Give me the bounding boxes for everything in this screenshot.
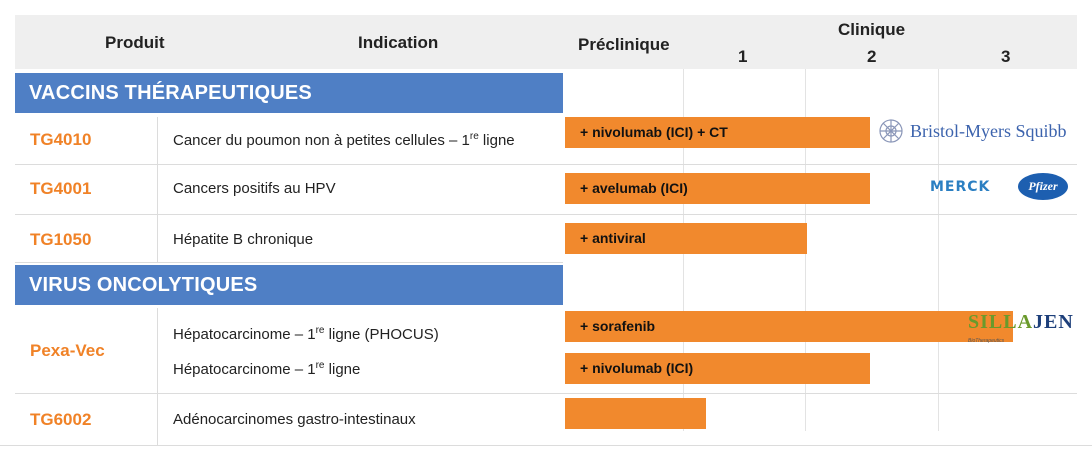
product-tg1050: TG1050: [30, 230, 92, 249]
row-separator: [15, 164, 1077, 165]
bar-pexa-vec-sorafenib: + sorafenib: [565, 311, 1013, 342]
product-tg6002: TG6002: [30, 410, 92, 429]
section-vaccins: VACCINS THÉRAPEUTIQUES: [15, 73, 563, 113]
row-separator: [15, 214, 1077, 215]
header-phase-3: 3: [1001, 47, 1011, 66]
indication-tg1050: Hépatite B chronique: [173, 231, 314, 248]
column-separator: [157, 308, 158, 445]
bar-tg6002: [565, 398, 706, 429]
product-tg4010: TG4010: [30, 130, 92, 149]
sillajen-wordmark-b: JEN: [1033, 311, 1074, 333]
indication-tg4001: Cancers positifs au HPV: [173, 180, 336, 197]
logo-sillajen: SILLAJEN BioTherapeutics: [968, 312, 1074, 351]
header-clinique: Clinique: [838, 20, 906, 39]
product-tg4001: TG4001: [30, 179, 92, 198]
logo-bms: Bristol-Myers Squibb: [878, 118, 1067, 144]
table-bottom-border: [0, 445, 1092, 446]
header-phase-1: 1: [738, 47, 748, 66]
indication-tg6002: Adénocarcinomes gastro-intestinaux: [173, 411, 416, 428]
logo-merck: MERCK: [930, 179, 991, 195]
header-preclinique: Préclinique: [578, 35, 670, 54]
sillajen-wordmark-a: SILLA: [968, 311, 1034, 333]
column-separator: [157, 117, 158, 262]
bar-tg4010: + nivolumab (ICI) + CT: [565, 117, 870, 148]
row-separator: [15, 393, 1077, 394]
bar-tg1050: + antiviral: [565, 223, 807, 254]
logo-pfizer: Pfizer: [1018, 173, 1068, 200]
sillajen-subtitle: BioTherapeutics: [968, 338, 1005, 344]
section-virus: VIRUS ONCOLYTIQUES: [15, 265, 563, 305]
bms-icon: [879, 119, 903, 143]
header-indication: Indication: [358, 33, 439, 52]
bar-tg4001: + avelumab (ICI): [565, 173, 870, 204]
grid-line: [938, 69, 939, 431]
indication-pexa-vec-nivolumab: Hépatocarcinome – 1re ligne: [173, 360, 361, 378]
header-produit: Produit: [105, 33, 165, 52]
product-pexa-vec: Pexa-Vec: [30, 341, 105, 360]
table-header: [15, 15, 1077, 69]
header-phase-2: 2: [867, 47, 877, 66]
indication-pexa-vec-phocus: Hépatocarcinome – 1re ligne (PHOCUS): [173, 325, 439, 343]
bar-pexa-vec-nivolumab: + nivolumab (ICI): [565, 353, 870, 384]
indication-tg4010: Cancer du poumon non à petites cellules …: [173, 131, 515, 149]
row-separator: [15, 262, 563, 263]
bms-wordmark: Bristol-Myers Squibb: [910, 120, 1067, 141]
